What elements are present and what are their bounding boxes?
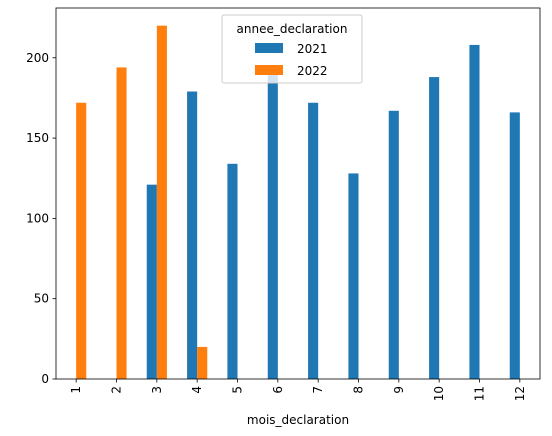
- x-tick-label: 6: [271, 386, 285, 394]
- x-tick-label: 3: [150, 386, 164, 394]
- bar-2021-7: [308, 102, 319, 380]
- bar-2022-4: [197, 346, 208, 379]
- legend-title: annee_declaration: [237, 22, 348, 36]
- x-tick-label: 12: [513, 386, 527, 401]
- bar-2021-11: [469, 44, 480, 379]
- bar-2022-3: [156, 25, 167, 380]
- x-tick-label: 4: [190, 386, 204, 394]
- legend-swatch-2021: [255, 43, 283, 53]
- y-tick-label: 200: [26, 51, 49, 65]
- bar-2022-1: [76, 102, 87, 380]
- bars-layer: [76, 25, 520, 380]
- legend-swatch-2022: [255, 65, 283, 75]
- y-tick-label: 0: [41, 372, 49, 386]
- plot-frame: [55, 7, 541, 380]
- bar-2022-2: [116, 67, 127, 379]
- bar-2021-5: [227, 163, 238, 379]
- y-tick-label: 150: [26, 131, 49, 145]
- x-tick-label: 1: [69, 386, 83, 394]
- y-tick-label: 100: [26, 211, 49, 225]
- x-tick-label: 2: [110, 386, 124, 394]
- bar-2021-6: [267, 70, 278, 380]
- x-axis-label: mois_declaration: [247, 413, 349, 427]
- bar-2021-10: [429, 77, 440, 379]
- x-tick-label: 7: [311, 386, 325, 394]
- x-tick-label: 10: [432, 386, 446, 401]
- legend-label-2022: 2022: [297, 64, 328, 78]
- x-tick-label: 9: [392, 386, 406, 394]
- bar-2021-9: [388, 110, 399, 380]
- x-tick-label: 5: [231, 386, 245, 394]
- legend-items: 2021 2022: [255, 42, 328, 78]
- legend: annee_declaration 2021 2022: [221, 14, 363, 84]
- bar-2021-4: [187, 91, 198, 380]
- x-tick-label: 8: [352, 386, 366, 394]
- bar-2021-8: [348, 173, 359, 379]
- x-tick-label: 11: [473, 386, 487, 401]
- legend-label-2021: 2021: [297, 42, 328, 56]
- y-tick-label: 50: [34, 292, 49, 306]
- bar-2021-12: [509, 112, 520, 380]
- bar-2021-3: [146, 184, 157, 379]
